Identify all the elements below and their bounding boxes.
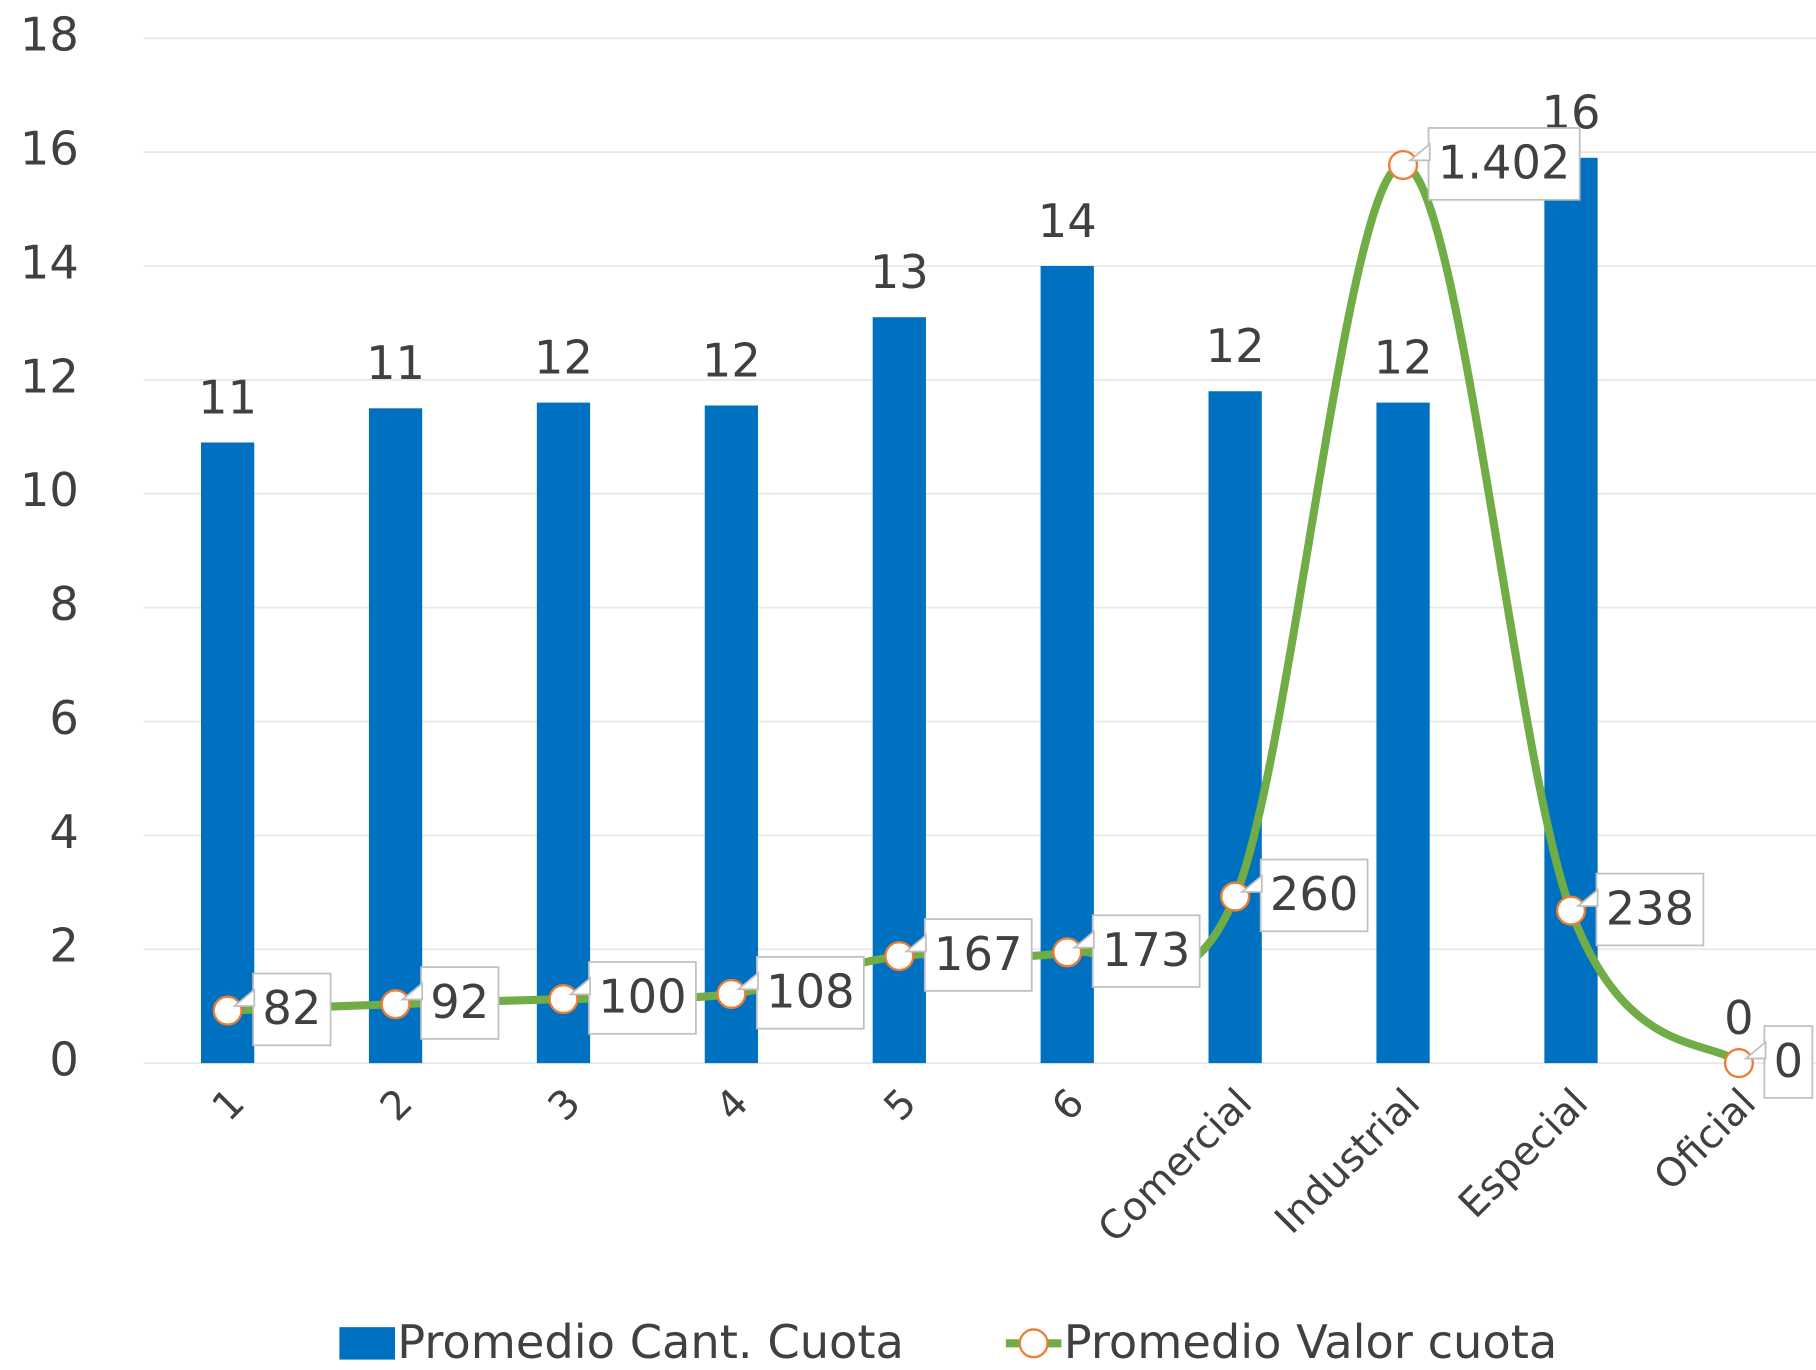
callout-box bbox=[923, 918, 1033, 992]
bar-value-label: 13 bbox=[870, 245, 929, 299]
line-marker bbox=[1388, 149, 1419, 181]
callout-pointer bbox=[735, 971, 759, 991]
legend-label: Promedio Cant. Cuota bbox=[397, 1315, 904, 1369]
callout-pointer bbox=[568, 976, 591, 996]
callout-pointer bbox=[1575, 887, 1599, 907]
data-callout: 92 bbox=[400, 966, 500, 1040]
bar-value-label: 11 bbox=[198, 370, 257, 424]
data-callout: 1.402 bbox=[1407, 127, 1581, 201]
callout-pointer bbox=[1071, 929, 1095, 949]
callout-box bbox=[1595, 872, 1705, 947]
bar bbox=[1376, 402, 1430, 1064]
x-tick-label: Especial bbox=[1450, 1080, 1597, 1227]
callout-box bbox=[1091, 914, 1201, 988]
bar-value-label: 12 bbox=[702, 333, 761, 387]
line-value-label: 1.402 bbox=[1438, 136, 1571, 190]
y-tick-label: 0 bbox=[49, 1033, 78, 1087]
callout-pointer bbox=[1407, 142, 1431, 162]
x-tick-label: 2 bbox=[371, 1080, 421, 1130]
data-callout: 100 bbox=[568, 961, 697, 1035]
callout-box bbox=[588, 961, 697, 1035]
line-marker bbox=[380, 989, 411, 1020]
data-callout: 82 bbox=[232, 972, 332, 1047]
callout-box bbox=[756, 956, 865, 1030]
line-marker bbox=[1220, 881, 1251, 912]
y-tick-label: 12 bbox=[20, 349, 79, 403]
callout-pointer bbox=[1239, 873, 1263, 893]
callout-box bbox=[252, 972, 332, 1047]
bar bbox=[200, 442, 255, 1064]
x-tick-label: 1 bbox=[203, 1080, 253, 1130]
data-callout: 0 bbox=[1743, 1025, 1814, 1099]
bar-value-label: 0 bbox=[1724, 991, 1753, 1045]
y-tick-label: 2 bbox=[49, 919, 78, 973]
x-tick-label: 3 bbox=[539, 1080, 589, 1130]
bar-value-label: 11 bbox=[366, 336, 425, 390]
line-value-label: 167 bbox=[934, 927, 1022, 981]
line-marker bbox=[884, 941, 915, 972]
line-value-label: 92 bbox=[430, 975, 489, 1029]
callout-pointer bbox=[1743, 1040, 1767, 1060]
bar-value-label: 12 bbox=[534, 330, 593, 384]
x-tick-label: Comercial bbox=[1089, 1080, 1261, 1252]
data-callout: 167 bbox=[903, 918, 1033, 992]
x-tick-label: 5 bbox=[875, 1080, 925, 1130]
x-tick-label: Industrial bbox=[1266, 1080, 1429, 1243]
callout-box bbox=[1427, 127, 1581, 201]
line-value-label: 238 bbox=[1606, 881, 1694, 935]
line-marker bbox=[716, 978, 747, 1009]
bar bbox=[872, 317, 926, 1064]
line-marker bbox=[1052, 937, 1083, 968]
line-value-label: 260 bbox=[1270, 867, 1358, 921]
bar-value-label: 14 bbox=[1038, 194, 1097, 248]
line-value-label: 100 bbox=[598, 970, 686, 1024]
y-tick-label: 16 bbox=[20, 122, 79, 176]
callout-box bbox=[420, 966, 500, 1040]
legend-marker bbox=[1018, 1328, 1049, 1359]
line-marker bbox=[1723, 1048, 1754, 1079]
legend-label: Promedio Valor cuota bbox=[1064, 1315, 1558, 1369]
bar bbox=[1544, 157, 1598, 1064]
y-tick-label: 14 bbox=[20, 235, 79, 289]
x-tick-label: 6 bbox=[1043, 1080, 1093, 1130]
y-tick-label: 4 bbox=[49, 805, 78, 859]
data-callout: 238 bbox=[1575, 872, 1705, 947]
line-value-label: 173 bbox=[1102, 923, 1190, 977]
legend-swatch bbox=[339, 1327, 395, 1360]
data-callout: 173 bbox=[1071, 914, 1201, 988]
line-value-label: 82 bbox=[262, 981, 321, 1035]
x-tick-label: 4 bbox=[707, 1080, 757, 1130]
bar-value-label: 12 bbox=[1206, 319, 1265, 373]
callout-pointer bbox=[232, 987, 256, 1007]
bar bbox=[1208, 391, 1262, 1064]
bar bbox=[368, 408, 423, 1064]
callout-box bbox=[1763, 1025, 1814, 1099]
y-tick-label: 10 bbox=[20, 463, 79, 517]
callout-box bbox=[1259, 858, 1369, 933]
x-tick-label: Oficial bbox=[1645, 1080, 1765, 1200]
data-callout: 260 bbox=[1239, 858, 1369, 933]
y-tick-label: 6 bbox=[49, 691, 78, 745]
bar bbox=[1040, 265, 1094, 1064]
line-value-label: 0 bbox=[1774, 1034, 1803, 1088]
callout-pointer bbox=[400, 981, 424, 1001]
bar bbox=[704, 405, 759, 1064]
line-marker bbox=[1555, 895, 1587, 926]
line-marker bbox=[212, 995, 243, 1026]
data-callout: 108 bbox=[735, 956, 865, 1030]
line-value-label: 108 bbox=[766, 965, 854, 1019]
bar bbox=[536, 402, 591, 1064]
y-tick-label: 8 bbox=[49, 577, 78, 631]
callout-pointer bbox=[903, 933, 927, 953]
bar-value-label: 12 bbox=[1374, 330, 1433, 384]
y-tick-label: 18 bbox=[20, 8, 79, 62]
line-marker bbox=[548, 983, 579, 1015]
